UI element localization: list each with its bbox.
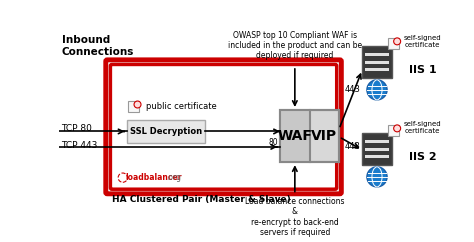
Text: OWASP top 10 Compliant WAF is
included in the product and can be
deployed if req: OWASP top 10 Compliant WAF is included i…	[228, 30, 362, 60]
Bar	[365, 68, 390, 71]
FancyBboxPatch shape	[388, 125, 399, 136]
Text: 443: 443	[345, 85, 360, 94]
Text: TCP 443: TCP 443	[62, 141, 98, 150]
Bar	[362, 46, 392, 78]
FancyBboxPatch shape	[110, 64, 337, 189]
Text: Load balance connections
&
re-encrypt to back-end
servers if required: Load balance connections & re-encrypt to…	[245, 197, 345, 237]
Text: HA Clustered Pair (Master & Slave): HA Clustered Pair (Master & Slave)	[112, 195, 291, 204]
Bar	[365, 53, 390, 56]
Bar	[365, 148, 390, 151]
Circle shape	[367, 167, 387, 187]
Text: VIP: VIP	[311, 129, 337, 143]
Text: SSL Decryption: SSL Decryption	[130, 127, 202, 136]
Text: WAF: WAF	[277, 129, 312, 143]
Bar	[362, 133, 392, 165]
Text: IIS 2: IIS 2	[409, 152, 437, 162]
Text: 443: 443	[345, 142, 360, 151]
Bar	[280, 110, 339, 162]
Bar	[128, 120, 205, 143]
Text: self-signed
certificate: self-signed certificate	[403, 35, 441, 48]
Text: IIS 1: IIS 1	[409, 65, 437, 75]
Circle shape	[394, 125, 401, 132]
Bar	[365, 140, 390, 143]
Text: loadbalancer: loadbalancer	[125, 173, 182, 182]
Text: public certificate: public certificate	[146, 102, 217, 111]
Circle shape	[367, 80, 387, 100]
Text: TCP 80: TCP 80	[62, 124, 92, 133]
Text: 80: 80	[269, 138, 279, 147]
Bar	[280, 110, 339, 162]
FancyBboxPatch shape	[388, 38, 399, 49]
Bar	[365, 155, 390, 159]
Text: Inbound
Connections: Inbound Connections	[62, 35, 134, 57]
Circle shape	[134, 101, 141, 108]
Text: self-signed
certificate: self-signed certificate	[403, 121, 441, 135]
Circle shape	[394, 38, 401, 45]
FancyBboxPatch shape	[106, 60, 341, 194]
Bar	[365, 60, 390, 64]
FancyBboxPatch shape	[128, 101, 139, 112]
Bar	[280, 110, 310, 162]
Text: .org: .org	[166, 173, 181, 182]
